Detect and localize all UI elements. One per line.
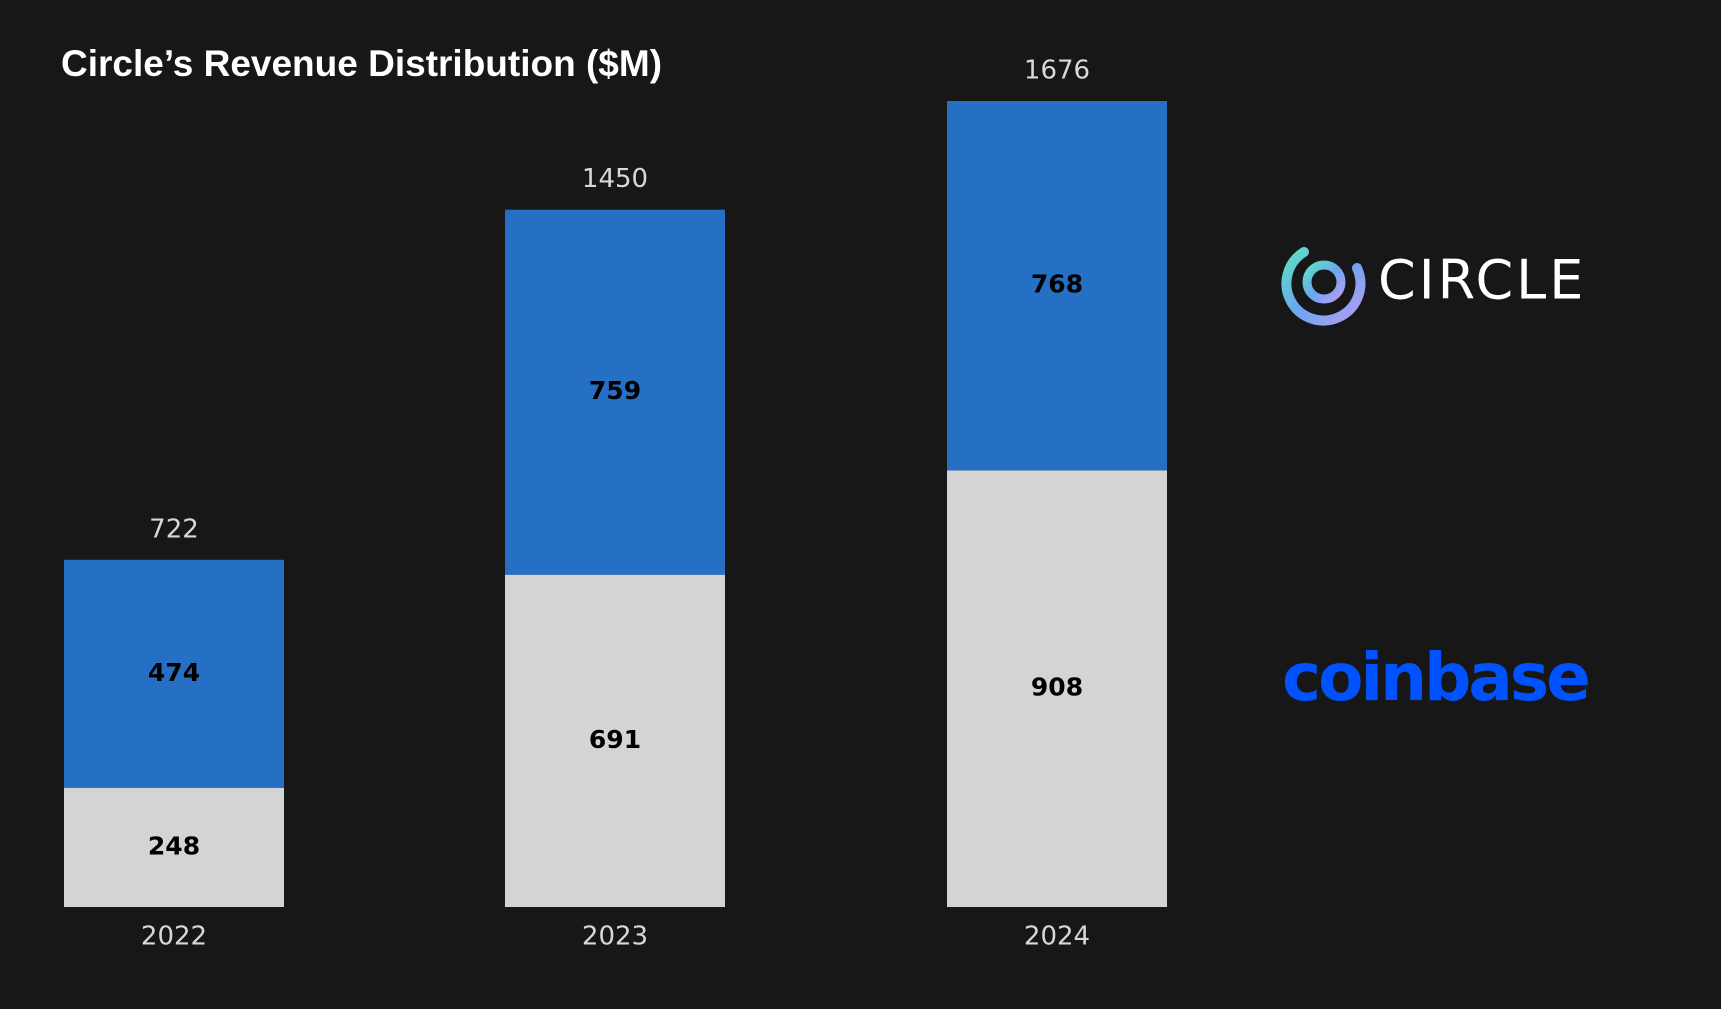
value-label: 474 — [148, 658, 200, 687]
value-label: 759 — [589, 376, 641, 405]
legend-label: coinbase — [1282, 639, 1588, 716]
value-label: 908 — [1031, 673, 1083, 702]
x-tick-label: 2023 — [582, 922, 648, 952]
bar-segment — [505, 574, 725, 907]
bar-segment — [64, 559, 284, 788]
bar-segment — [947, 470, 1167, 907]
value-label: 691 — [589, 725, 641, 754]
total-label: 722 — [149, 514, 199, 544]
value-label: 248 — [148, 831, 200, 860]
chart-title: Circle’s Revenue Distribution ($M) — [61, 43, 662, 84]
circle-icon — [1281, 247, 1366, 326]
total-label: 1676 — [1024, 56, 1090, 86]
x-tick-label: 2022 — [141, 922, 207, 952]
bar-segment — [947, 101, 1167, 471]
bar-segment — [64, 787, 284, 907]
total-label: 1450 — [582, 164, 648, 194]
x-tick-label: 2024 — [1024, 922, 1090, 952]
legend-label: CIRCLE — [1378, 249, 1586, 312]
bar-segment — [505, 209, 725, 575]
value-label: 768 — [1031, 270, 1083, 299]
